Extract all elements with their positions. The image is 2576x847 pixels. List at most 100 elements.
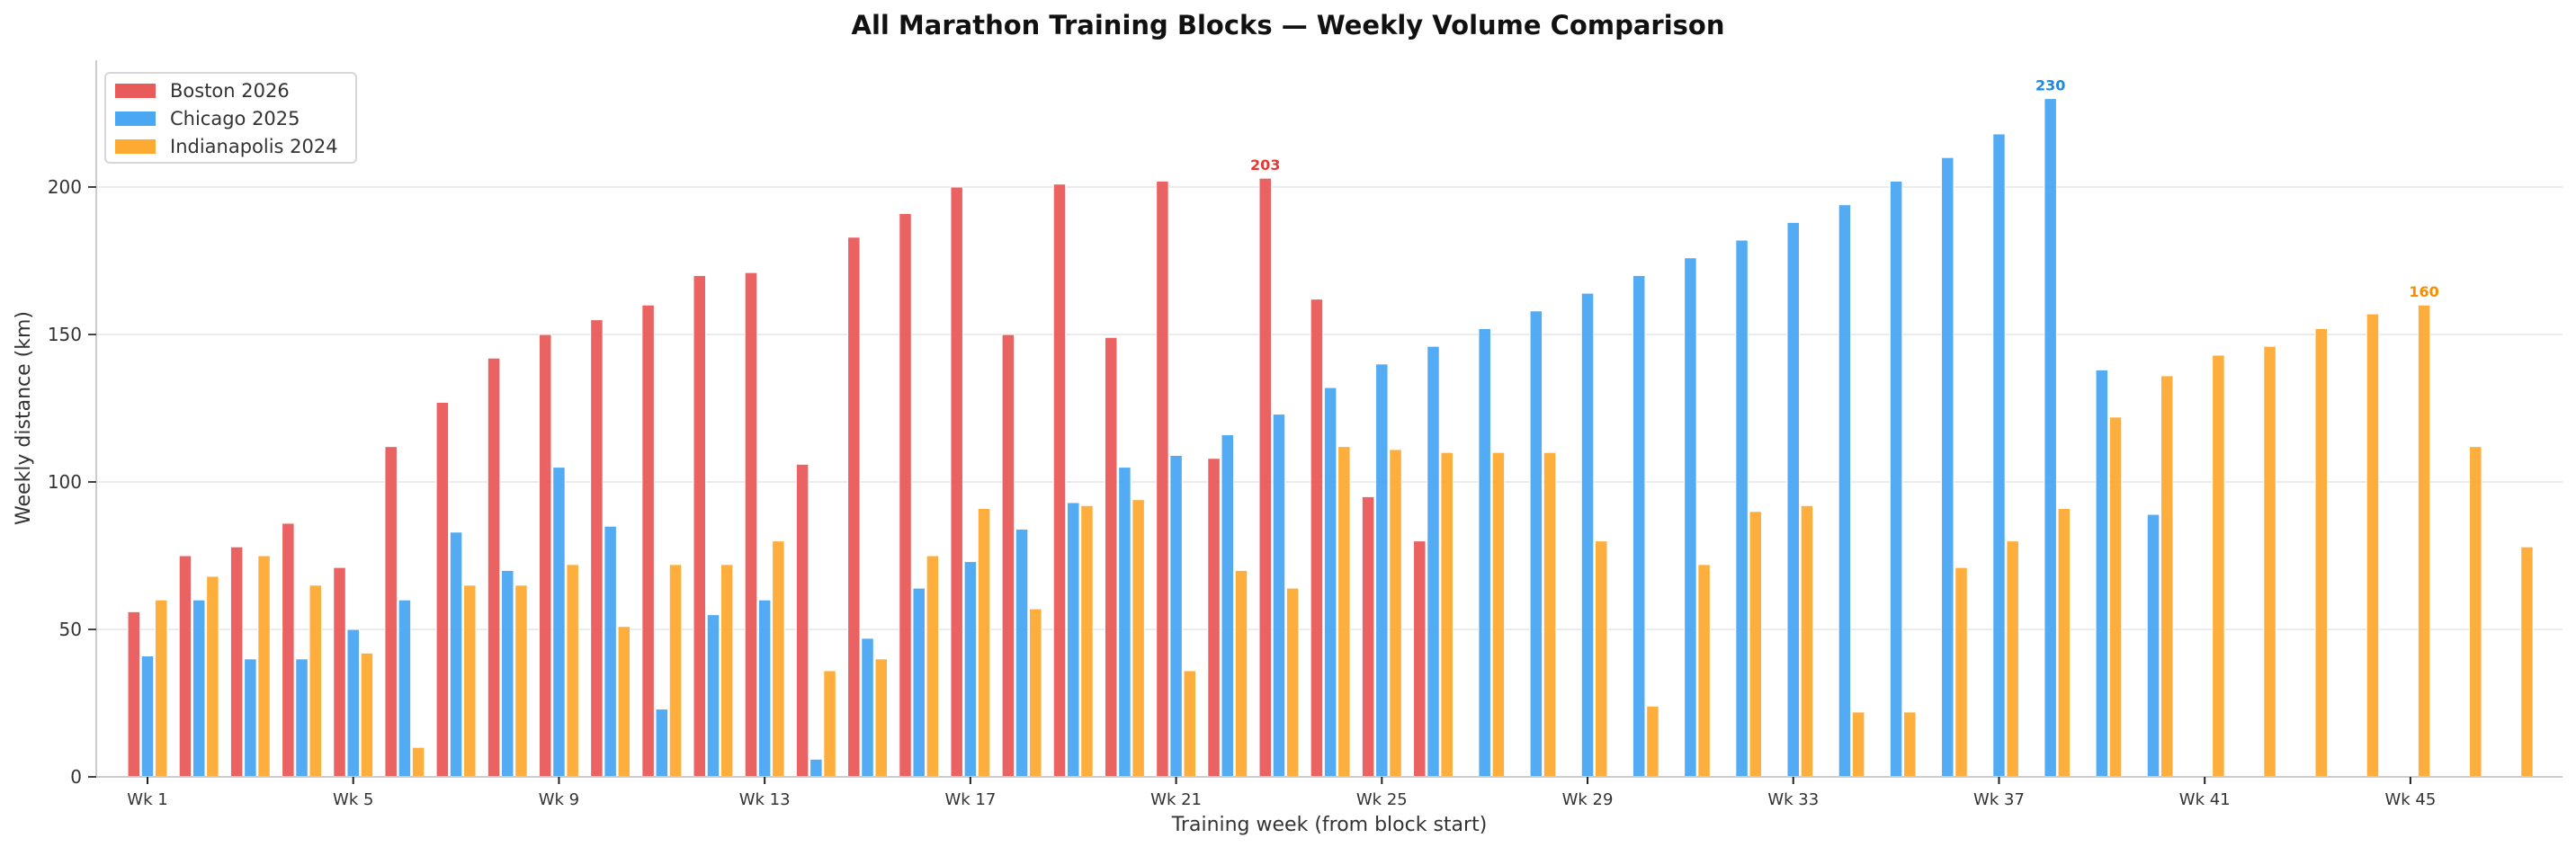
legend-swatch <box>115 84 156 98</box>
legend-swatch <box>115 111 156 126</box>
bar <box>398 599 412 778</box>
chart-title: All Marathon Training Blocks — Weekly Vo… <box>852 10 1725 40</box>
peak-annotations: 203 230 160 <box>1250 77 2439 301</box>
bar <box>823 670 836 778</box>
bar <box>720 564 734 778</box>
bar <box>295 658 309 778</box>
bar <box>1800 504 1814 778</box>
bar <box>1375 363 1389 778</box>
y-tick-label: 150 <box>48 324 82 345</box>
peak-label: 160 <box>2409 283 2438 300</box>
y-axis-label: Weekly distance (km) <box>13 311 35 525</box>
bar <box>282 522 295 778</box>
x-ticks: Wk 1 Wk 5 Wk 9 Wk 13 Wk 17 Wk 21 Wk 25 Wk 29 Wk … <box>127 777 2436 809</box>
bar <box>2417 304 2431 778</box>
legend-label: Boston 2026 <box>170 80 290 102</box>
bar <box>538 334 552 778</box>
bar <box>1749 511 1763 778</box>
bar <box>501 569 514 778</box>
x-tick-label: Wk 13 <box>739 790 791 809</box>
bar <box>1323 387 1337 778</box>
bar <box>847 236 861 778</box>
bar <box>463 584 477 778</box>
bar <box>693 274 707 778</box>
bar <box>1285 587 1300 778</box>
bar <box>192 599 206 778</box>
bar <box>2314 327 2329 778</box>
bar <box>795 463 809 778</box>
bar <box>178 555 192 778</box>
bar <box>809 758 823 778</box>
x-tick-label: Wk 5 <box>333 790 373 809</box>
bar <box>1258 177 1273 778</box>
y-tick-label: 100 <box>48 471 82 493</box>
bar <box>206 575 219 778</box>
bar <box>668 564 683 778</box>
bar <box>1632 274 1646 778</box>
peak-label: 230 <box>2035 77 2065 94</box>
bar <box>2044 98 2057 778</box>
bar <box>1992 133 2006 778</box>
bar <box>1029 608 1042 778</box>
bar <box>1697 564 1711 778</box>
bar <box>1183 670 1197 778</box>
bar <box>950 186 963 778</box>
bar <box>2095 369 2109 778</box>
bar <box>487 357 501 778</box>
x-tick-label: Wk 41 <box>2179 790 2231 809</box>
bar <box>2160 375 2174 778</box>
bar <box>1786 221 1801 778</box>
bar <box>2520 546 2534 778</box>
bar <box>1543 451 1557 778</box>
bar <box>604 525 617 778</box>
bar <box>1427 345 1440 778</box>
bar <box>1131 499 1145 778</box>
bar <box>552 467 566 778</box>
bar <box>1941 156 1954 778</box>
bar <box>1491 451 1506 778</box>
bar <box>1413 540 1427 778</box>
x-tick-label: Wk 45 <box>2384 790 2436 809</box>
bar <box>449 531 463 778</box>
bar <box>1234 569 1248 778</box>
bar <box>1001 334 1015 778</box>
bar <box>229 546 244 778</box>
bar <box>757 599 772 778</box>
bar <box>2212 354 2225 778</box>
bar <box>1954 566 1968 778</box>
bar <box>1221 434 1235 778</box>
bar <box>384 446 398 778</box>
x-tick-label: Wk 25 <box>1356 790 1408 809</box>
axes <box>95 60 2563 778</box>
bar <box>1389 449 1402 778</box>
bar <box>127 611 141 778</box>
bar <box>411 746 425 778</box>
bar <box>2469 446 2482 778</box>
bar <box>1015 528 1029 778</box>
bar <box>257 555 271 778</box>
bar <box>1310 299 1324 778</box>
bar <box>140 655 155 778</box>
bars-group <box>127 98 2534 778</box>
bar <box>1478 327 1491 778</box>
bar <box>2263 345 2276 778</box>
legend-label: Indianapolis 2024 <box>170 136 338 157</box>
bar <box>912 587 926 778</box>
bar <box>1104 336 1118 778</box>
bar <box>2146 513 2160 778</box>
bar <box>1529 310 1543 778</box>
bar <box>2057 508 2071 778</box>
x-tick-label: Wk 29 <box>1562 790 1614 809</box>
y-tick-label: 0 <box>70 766 82 788</box>
bar <box>641 304 655 778</box>
y-tick-label: 50 <box>59 619 82 640</box>
bar <box>590 319 604 778</box>
bar <box>874 658 888 778</box>
bar <box>655 709 669 778</box>
bar <box>1169 454 1183 778</box>
bar <box>861 637 874 778</box>
x-tick-label: Wk 37 <box>1973 790 2025 809</box>
bar <box>1889 180 1903 778</box>
bar <box>154 599 168 778</box>
bar <box>566 564 579 778</box>
